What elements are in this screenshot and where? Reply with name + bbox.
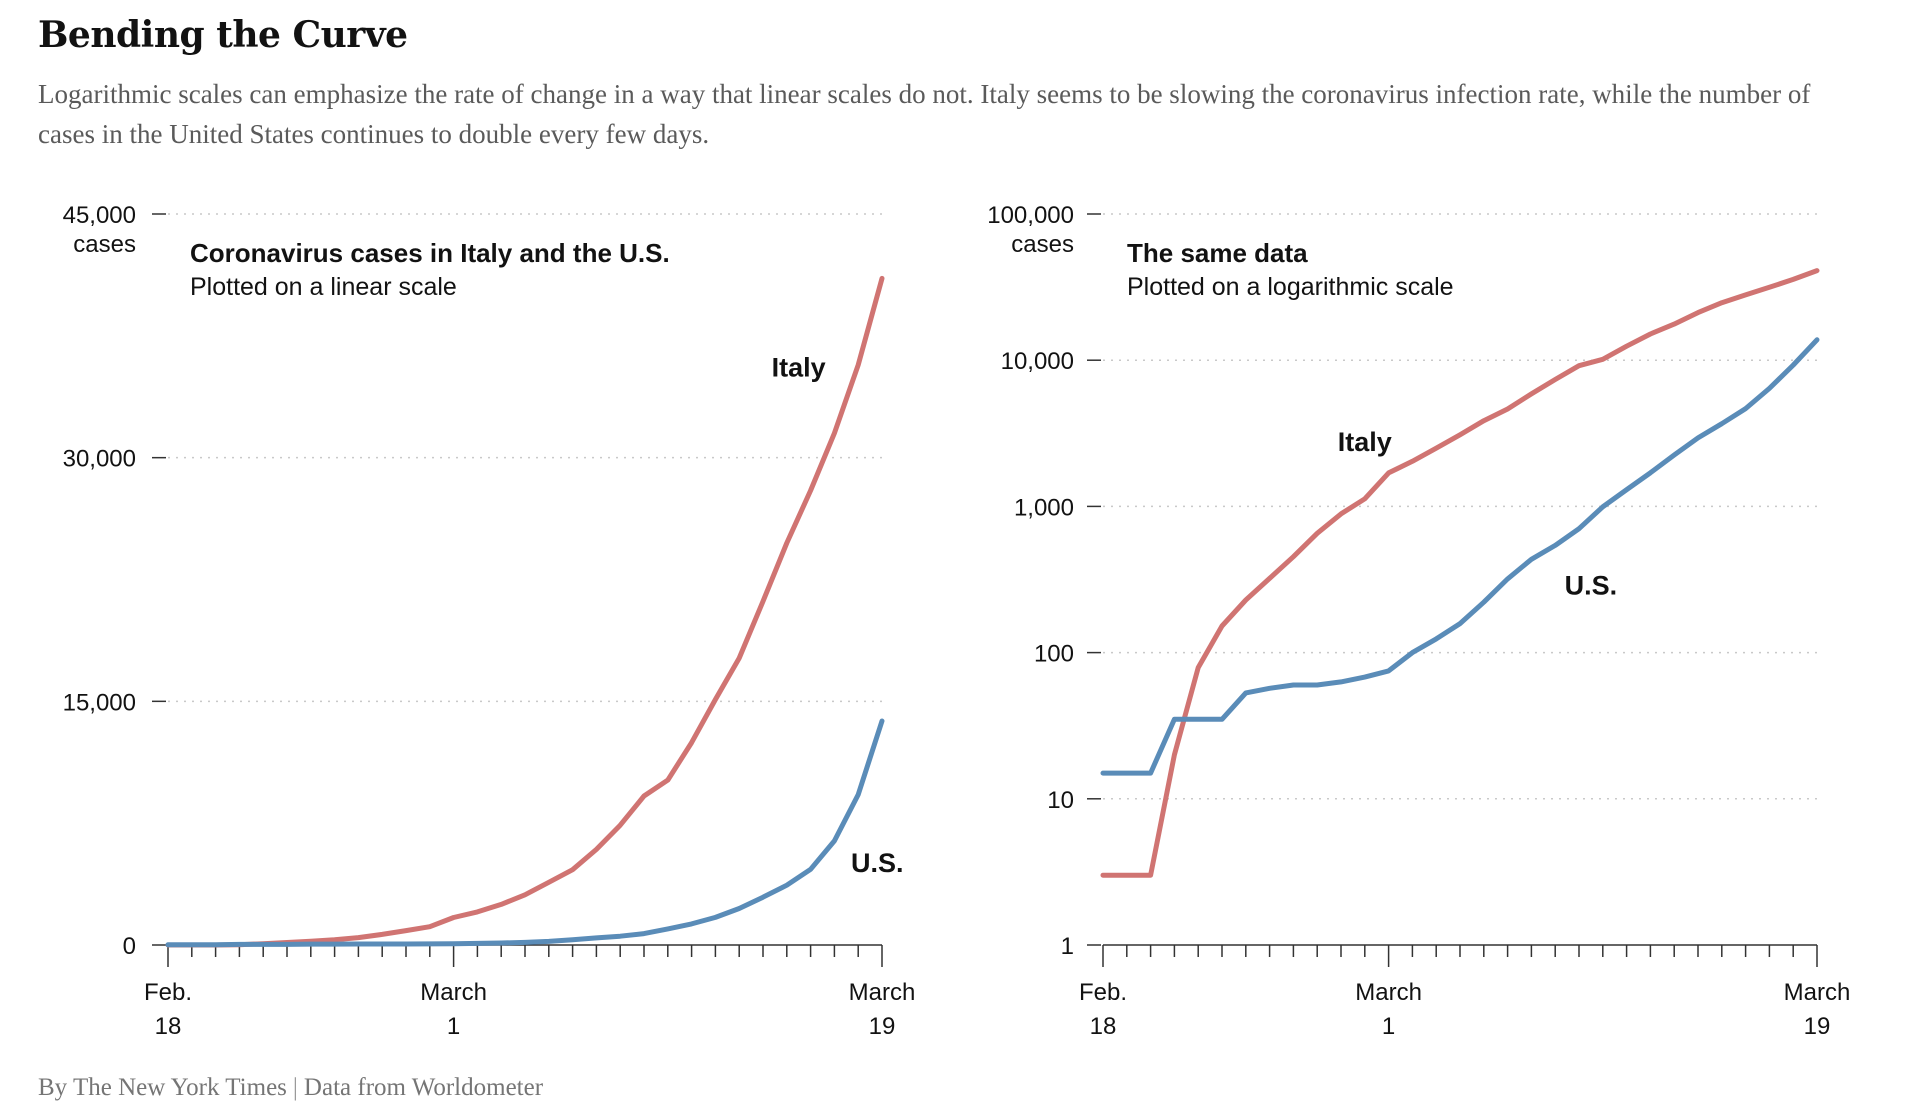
series-label: Italy bbox=[772, 352, 826, 382]
series-line-us bbox=[1100, 337, 1820, 776]
y-tick-label: 100 bbox=[1034, 641, 1074, 668]
y-tick-label: 30,000 bbox=[63, 446, 136, 473]
y-tick-label: 0 bbox=[123, 933, 136, 960]
y-axis-unit-label: cases bbox=[73, 231, 136, 258]
x-tick-label: 19 bbox=[869, 1013, 896, 1040]
y-tick-label: 10 bbox=[1047, 787, 1074, 814]
y-tick-label: 10,000 bbox=[1001, 348, 1074, 375]
x-tick-label: March bbox=[1784, 979, 1851, 1006]
credit-line: By The New York Times | Data from Worldome… bbox=[38, 1074, 543, 1102]
y-tick-label: 45,000 bbox=[63, 202, 136, 229]
x-tick-label: March bbox=[420, 979, 487, 1006]
x-tick-label: 18 bbox=[1090, 1013, 1117, 1040]
x-tick-label: March bbox=[1355, 979, 1422, 1006]
dek: Logarithmic scales can emphasize the rat… bbox=[38, 79, 1811, 149]
series-line-italy bbox=[1100, 268, 1820, 878]
chart-title: Coronavirus cases in Italy and the U.S. bbox=[190, 238, 670, 268]
series-label: U.S. bbox=[851, 848, 904, 878]
x-tick-label: Feb. bbox=[1079, 979, 1127, 1006]
series-label: Italy bbox=[1338, 427, 1392, 457]
credit-separator: | bbox=[292, 1074, 298, 1101]
series-line-us bbox=[165, 718, 885, 948]
y-tick-label: 1,000 bbox=[1014, 494, 1074, 521]
y-tick-label: 15,000 bbox=[63, 689, 136, 716]
headline: Bending the Curve bbox=[38, 14, 408, 56]
x-tick-label: Feb. bbox=[144, 979, 192, 1006]
y-tick-label: 100,000 bbox=[987, 202, 1074, 229]
credit-source: Data from Worldometer bbox=[303, 1074, 544, 1101]
y-tick-label: 1 bbox=[1061, 933, 1074, 960]
credit-byline: By The New York Times bbox=[38, 1074, 287, 1101]
chart-subtitle: Plotted on a logarithmic scale bbox=[1127, 273, 1454, 301]
series-label: U.S. bbox=[1565, 570, 1618, 600]
y-axis-unit-label: cases bbox=[1011, 231, 1074, 258]
chart-subtitle: Plotted on a linear scale bbox=[190, 273, 457, 301]
x-tick-label: March bbox=[849, 979, 916, 1006]
x-tick-label: 19 bbox=[1804, 1013, 1831, 1040]
x-tick-label: 1 bbox=[447, 1013, 460, 1040]
x-tick-label: 1 bbox=[1382, 1013, 1395, 1040]
chart-title: The same data bbox=[1127, 238, 1308, 268]
x-tick-label: 18 bbox=[155, 1013, 182, 1040]
